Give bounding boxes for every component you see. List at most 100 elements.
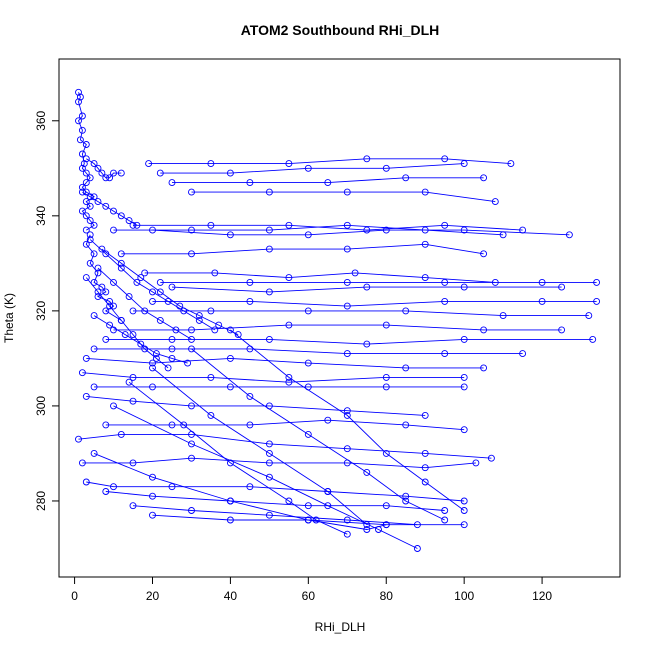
data-point (149, 511, 156, 519)
data-point (164, 364, 172, 372)
data-point (343, 350, 351, 358)
data-point (507, 160, 515, 168)
x-tick-label: 100 (454, 589, 474, 603)
data-point (226, 516, 234, 524)
series-line (121, 243, 484, 255)
data-point (246, 297, 254, 305)
series-line (160, 163, 465, 174)
y-tick-label: 280 (34, 491, 48, 511)
data-point (195, 312, 203, 320)
series-41 (86, 236, 219, 334)
series-line (97, 267, 192, 340)
data-point (82, 212, 90, 220)
data-point (125, 293, 133, 301)
data-point (188, 335, 195, 343)
data-point (402, 497, 410, 505)
data-point (226, 459, 234, 467)
data-point (188, 250, 195, 258)
data-point (94, 269, 102, 277)
data-point (102, 202, 110, 210)
series-4 (145, 155, 515, 168)
data-point (382, 383, 390, 391)
series-line (105, 491, 445, 511)
series-26 (78, 454, 480, 472)
data-point (585, 312, 593, 320)
data-point (82, 274, 90, 282)
data-point (172, 326, 180, 334)
data-point (460, 507, 468, 514)
series-line (191, 348, 445, 521)
data-point (226, 231, 234, 239)
data-point (129, 459, 137, 467)
data-point (538, 297, 546, 305)
data-point (441, 350, 449, 358)
data-point (94, 164, 102, 172)
series-19 (90, 345, 527, 358)
data-point (78, 207, 86, 215)
data-point (343, 245, 351, 253)
data-point (188, 402, 195, 410)
data-point (304, 430, 312, 438)
data-point (421, 411, 429, 419)
x-tick-label: 60 (302, 589, 316, 603)
data-point (207, 307, 215, 315)
data-point (421, 478, 429, 486)
series-line (152, 229, 570, 236)
series-line (82, 372, 465, 383)
data-point (402, 492, 410, 500)
data-point (117, 212, 125, 220)
data-point (460, 283, 468, 291)
data-point (593, 278, 601, 286)
data-point (149, 297, 156, 305)
data-point (90, 278, 98, 286)
series-line (78, 433, 492, 459)
data-point (343, 302, 351, 310)
data-point (375, 526, 382, 533)
data-point (90, 449, 98, 457)
data-point (472, 459, 480, 467)
data-point (285, 378, 293, 386)
data-point (76, 93, 84, 101)
data-point (156, 316, 164, 324)
data-point (117, 264, 125, 272)
data-point (441, 278, 449, 286)
data-point (246, 392, 254, 400)
data-point (460, 383, 468, 391)
data-point (324, 416, 332, 424)
data-point (343, 445, 351, 453)
data-point (265, 440, 273, 448)
plot-frame (58, 58, 621, 578)
y-axis-label: Theta (K) (2, 293, 16, 343)
series-line (85, 234, 122, 321)
series-34 (149, 364, 371, 529)
data-point (304, 516, 312, 524)
series-line (89, 239, 216, 331)
x-tick-label: 20 (146, 589, 160, 603)
data-point (86, 174, 94, 182)
data-point (480, 174, 488, 182)
data-point (285, 221, 293, 229)
data-point (82, 392, 90, 400)
data-point (75, 88, 82, 96)
data-point (106, 174, 114, 182)
series-line (172, 177, 484, 184)
data-point (538, 278, 546, 286)
data-point (565, 231, 573, 239)
data-point (304, 164, 312, 172)
data-point (164, 297, 172, 305)
data-point (382, 449, 390, 457)
data-point (421, 464, 429, 472)
data-point (78, 183, 86, 191)
y-tick-label: 360 (34, 110, 48, 130)
series-13 (156, 278, 601, 286)
data-point (382, 521, 390, 529)
data-point (117, 316, 125, 324)
data-point (110, 402, 117, 410)
data-point (129, 331, 137, 339)
series-line (94, 348, 523, 355)
data-point (246, 483, 254, 491)
data-point (82, 141, 90, 148)
series-0 (75, 88, 98, 234)
series-1 (78, 188, 141, 229)
